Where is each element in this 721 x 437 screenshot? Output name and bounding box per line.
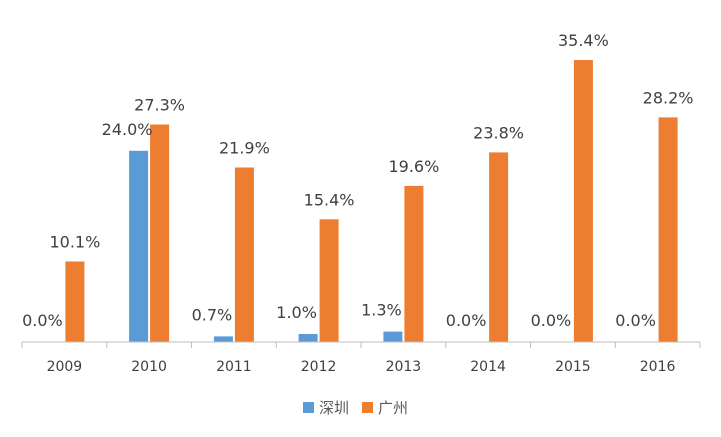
x-tick-label-2015: 2015 (555, 359, 591, 375)
data-label-guangzhou-2012: 15.4% (304, 190, 355, 209)
bar-guangzhou-2016 (658, 117, 678, 343)
data-label-guangzhou-2014: 23.8% (473, 123, 524, 142)
data-label-shenzhen-2014: 0.0% (446, 311, 487, 330)
bars-layer (65, 60, 678, 343)
data-label-guangzhou-2011: 21.9% (219, 139, 270, 158)
x-tick-label-2016: 2016 (640, 359, 676, 375)
x-axis: 2009 2010 2011 2012 2013 2014 2015 2016 (21, 341, 701, 375)
bar-shenzhen-2012 (298, 334, 318, 342)
legend-swatch-guangzhou (362, 402, 373, 413)
data-label-guangzhou-2015: 35.4% (558, 31, 609, 50)
bar-shenzhen-2011 (213, 336, 233, 342)
x-tick-label-2010: 2010 (131, 359, 167, 375)
x-tick-label-2012: 2012 (301, 359, 337, 375)
bar-guangzhou-2011 (234, 167, 254, 342)
bar-guangzhou-2009 (65, 261, 85, 342)
data-label-shenzhen-2015: 0.0% (531, 311, 572, 330)
legend: 深圳 广州 (303, 399, 408, 417)
legend-label-shenzhen: 深圳 (319, 399, 349, 417)
x-tick-label-2011: 2011 (216, 359, 252, 375)
bar-guangzhou-2013 (404, 185, 424, 342)
bar-guangzhou-2014 (489, 152, 509, 342)
legend-label-guangzhou: 广州 (378, 399, 408, 417)
data-label-shenzhen-2013: 1.3% (361, 301, 402, 320)
data-label-shenzhen-2016: 0.0% (615, 311, 656, 330)
data-label-shenzhen-2009: 0.0% (22, 311, 63, 330)
bar-guangzhou-2012 (319, 219, 339, 342)
data-label-shenzhen-2012: 1.0% (276, 303, 317, 322)
bar-shenzhen-2013 (383, 331, 403, 342)
x-tick-label-2014: 2014 (470, 359, 506, 375)
data-label-guangzhou-2016: 28.2% (643, 88, 694, 107)
x-tick-label-2013: 2013 (386, 359, 422, 375)
bar-shenzhen-2010 (129, 150, 149, 342)
data-label-guangzhou-2010: 27.3% (134, 96, 185, 115)
data-labels-layer: 0.0% 10.1% 24.0% 27.3% 0.7% 21.9% 1.0% 15.4% 1.3… (22, 31, 693, 330)
legend-swatch-shenzhen (303, 402, 314, 413)
x-tick-label-2009: 2009 (47, 359, 83, 375)
data-label-shenzhen-2010: 24.0% (102, 120, 153, 139)
bar-guangzhou-2015 (573, 60, 593, 342)
data-label-guangzhou-2009: 10.1% (49, 233, 100, 252)
data-label-shenzhen-2011: 0.7% (192, 305, 233, 324)
bar-guangzhou-2010 (150, 124, 170, 342)
data-label-guangzhou-2013: 19.6% (388, 157, 439, 176)
